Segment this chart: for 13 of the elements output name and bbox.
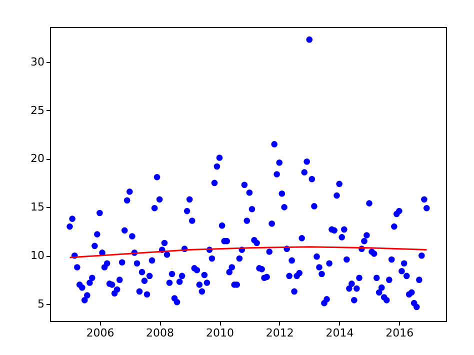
- x-tick-label: 2006: [86, 326, 114, 340]
- y-tick-label: 25: [30, 104, 44, 117]
- y-tick-label: 5: [38, 298, 44, 311]
- x-tick-label: 2012: [266, 326, 294, 340]
- y-tick-label: 15: [30, 200, 44, 214]
- y-tick-label: 10: [30, 249, 44, 262]
- x-tick-label: 2010: [206, 326, 234, 340]
- line-series: [69, 246, 428, 258]
- x-tick-label: 2016: [386, 326, 414, 340]
- y-tick-label: 30: [30, 55, 44, 68]
- x-tick-label: 2014: [326, 326, 354, 340]
- y-tick-label: 20: [30, 152, 44, 166]
- x-tick-label: 2008: [146, 326, 174, 340]
